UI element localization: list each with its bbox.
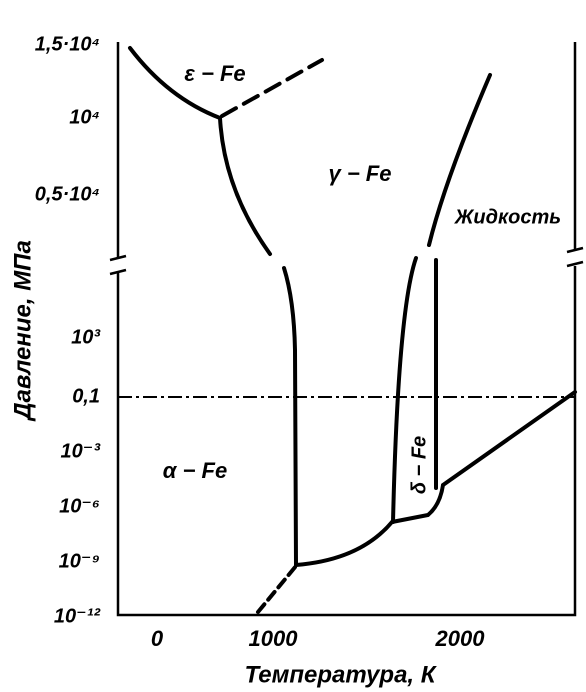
y-tick-label: 0,1 — [72, 385, 100, 407]
region-label: γ − Fe — [329, 161, 392, 186]
axis-break — [109, 246, 584, 276]
y-tick-label: 10³ — [71, 326, 101, 348]
axis-frame — [116, 42, 577, 617]
boundary — [391, 256, 418, 524]
boundary — [427, 73, 492, 247]
boundary — [218, 116, 272, 256]
region-label: Жидкость — [454, 206, 561, 228]
x-tick-label: 0 — [151, 626, 164, 651]
region-label: ε − Fe — [184, 61, 245, 86]
y-tick-label: 10⁴ — [69, 106, 100, 128]
y-tick-label: 10⁻⁶ — [59, 495, 100, 517]
boundary-dashed — [220, 58, 324, 118]
boundary — [282, 266, 298, 567]
y-axis-title: Давление, МПа — [9, 240, 36, 422]
x-tick-label: 2000 — [435, 626, 486, 651]
region-label: δ − Fe — [408, 436, 430, 494]
x-tick-label: 1000 — [249, 626, 299, 651]
y-tick-label: 0,5·10⁴ — [35, 183, 100, 205]
region-label: α − Fe — [163, 458, 227, 483]
y-tick-label: 10⁻¹² — [54, 605, 101, 627]
axes — [109, 42, 584, 617]
y-tick-label: 10⁻³ — [61, 440, 102, 462]
boundary — [128, 46, 222, 120]
boundary-dashed — [256, 564, 298, 614]
y-tick-label: 10⁻⁹ — [59, 550, 100, 572]
x-axis-title: Температура, К — [244, 661, 437, 688]
labels: 0 1000 2000 1,5·10⁴ 10⁴ 0,5·10⁴ 10³ 0,1 10⁻³ 10⁻⁶… — [9, 33, 561, 688]
phase-boundaries — [128, 46, 577, 614]
y-tick-label: 1,5·10⁴ — [35, 33, 100, 55]
